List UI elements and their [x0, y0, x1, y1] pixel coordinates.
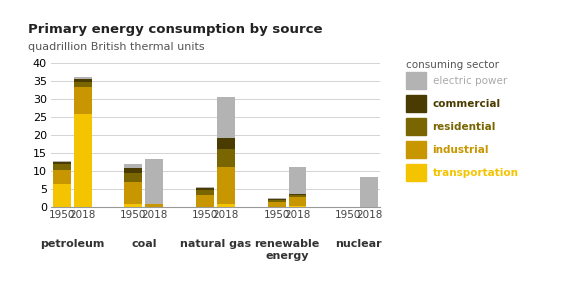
Bar [360, 177, 378, 207]
Bar [289, 206, 307, 207]
Text: consuming sector: consuming sector [406, 60, 499, 71]
Bar [124, 173, 142, 182]
Bar [53, 162, 71, 164]
Bar [289, 197, 307, 206]
Text: coal: coal [131, 239, 156, 249]
Bar [217, 97, 235, 138]
Bar [217, 167, 235, 204]
Bar [268, 198, 286, 199]
Bar [53, 164, 71, 170]
Bar [217, 138, 235, 149]
Bar [124, 168, 142, 173]
Bar [124, 204, 142, 207]
Bar [53, 184, 71, 207]
Bar [145, 204, 163, 207]
Bar [53, 161, 71, 162]
Text: residential: residential [433, 122, 496, 132]
Bar [124, 164, 142, 168]
Bar [289, 194, 307, 195]
Text: commercial: commercial [433, 99, 501, 109]
Text: electric power: electric power [433, 76, 507, 86]
FancyBboxPatch shape [406, 118, 426, 135]
Bar [289, 167, 307, 194]
Bar [74, 114, 92, 207]
Text: industrial: industrial [433, 145, 489, 155]
Bar [196, 188, 214, 190]
Bar [268, 202, 286, 207]
FancyBboxPatch shape [406, 95, 426, 112]
Bar [74, 77, 92, 79]
Bar [217, 149, 235, 167]
Bar [74, 82, 92, 87]
FancyBboxPatch shape [406, 164, 426, 181]
Bar [74, 87, 92, 114]
Text: petroleum: petroleum [40, 239, 104, 249]
Text: renewable
energy: renewable energy [255, 239, 320, 261]
Text: natural gas: natural gas [180, 239, 251, 249]
Bar [53, 170, 71, 184]
Text: quadrillion British thermal units: quadrillion British thermal units [28, 42, 205, 52]
Bar [268, 200, 286, 202]
FancyBboxPatch shape [406, 72, 426, 89]
Text: Primary energy consumption by source: Primary energy consumption by source [28, 23, 323, 36]
Text: nuclear: nuclear [336, 239, 382, 249]
Bar [289, 195, 307, 197]
Bar [145, 160, 163, 204]
Bar [196, 190, 214, 195]
Bar [196, 195, 214, 207]
Bar [74, 79, 92, 82]
Bar [196, 187, 214, 188]
Bar [124, 182, 142, 204]
Bar [217, 204, 235, 207]
Text: transportation: transportation [433, 168, 518, 178]
Bar [268, 199, 286, 200]
FancyBboxPatch shape [406, 141, 426, 158]
